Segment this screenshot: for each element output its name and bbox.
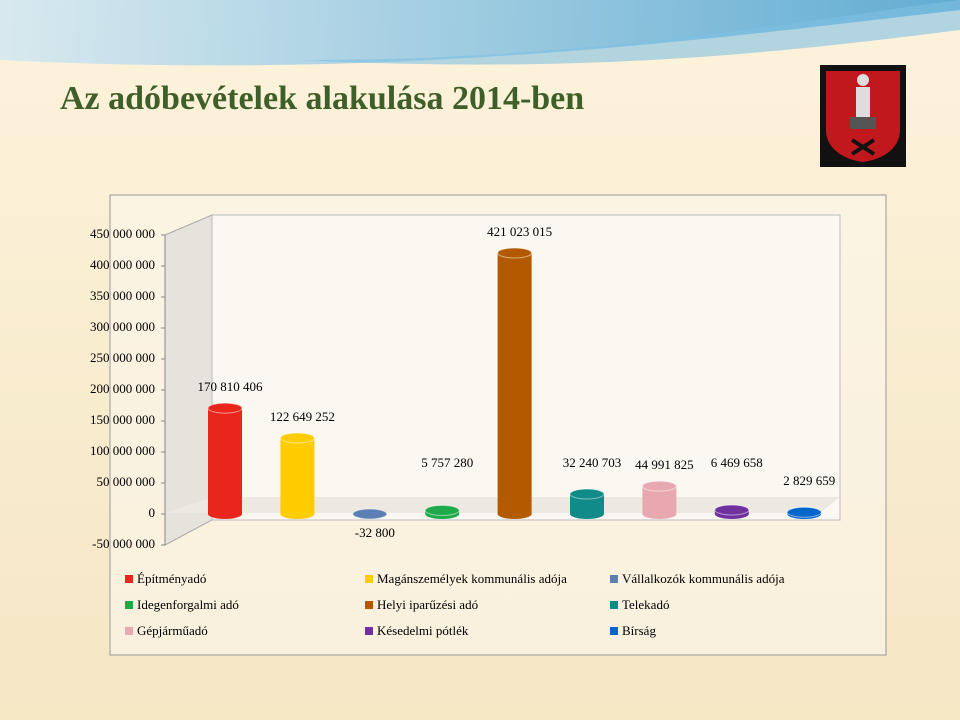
legend-swatch (125, 601, 133, 609)
legend-label: Idegenforgalmi adó (137, 597, 239, 612)
y-tick-label: 400 000 000 (90, 257, 155, 272)
bar-top (424, 504, 460, 516)
legend-label: Késedelmi pótlék (377, 623, 469, 638)
bar (208, 408, 242, 514)
bar-top (641, 480, 677, 492)
legend-swatch (365, 575, 373, 583)
legend-swatch (125, 627, 133, 635)
data-label: 421 023 015 (487, 224, 552, 239)
data-label: 6 469 658 (711, 455, 763, 470)
bar-base (208, 509, 242, 519)
legend-swatch (610, 627, 618, 635)
legend-label: Telekadó (622, 597, 669, 612)
bar-base (570, 509, 604, 519)
legend-label: Vállalkozók kommunális adója (622, 571, 785, 586)
y-tick-label: 150 000 000 (90, 412, 155, 427)
legend-swatch (610, 601, 618, 609)
bar-base (280, 509, 315, 519)
legend-swatch (610, 575, 618, 583)
legend-label: Helyi iparűzési adó (377, 597, 478, 612)
bar-base (642, 509, 677, 519)
legend-swatch (365, 627, 373, 635)
legend-label: Magánszemélyek kommunális adója (377, 571, 567, 586)
y-tick-label: 350 000 000 (90, 288, 155, 303)
data-label: 5 757 280 (421, 455, 473, 470)
data-label: -32 800 (355, 525, 395, 540)
bar-top (569, 488, 605, 500)
data-label: 2 829 659 (783, 473, 835, 488)
legend-swatch (365, 601, 373, 609)
y-tick-label: 300 000 000 (90, 319, 155, 334)
bar-top (279, 432, 315, 444)
bar-top (497, 247, 533, 259)
legend-label: Gépjárműadó (137, 623, 208, 638)
y-tick-label: 0 (149, 505, 156, 520)
bar-base (497, 509, 532, 519)
wave (0, 0, 960, 66)
bar-top (786, 506, 822, 518)
legend-swatch (125, 575, 133, 583)
bar-top (207, 402, 243, 414)
legend-label: Építményadó (137, 571, 206, 586)
data-label: 122 649 252 (270, 409, 335, 424)
legend-label: Bírság (622, 623, 656, 638)
bar-top (352, 508, 388, 520)
data-label: 170 810 406 (198, 379, 264, 394)
y-tick-label: 250 000 000 (90, 350, 155, 365)
y-tick-label: 100 000 000 (90, 443, 155, 458)
bar (497, 252, 532, 514)
bar (280, 437, 315, 514)
wave (300, 0, 960, 65)
data-label: 44 991 825 (635, 457, 694, 472)
bar (570, 494, 604, 514)
data-label: 32 240 703 (563, 455, 622, 470)
bar-top (714, 504, 750, 516)
y-tick-label: 200 000 000 (90, 381, 155, 396)
y-tick-label: 50 000 000 (97, 474, 156, 489)
coat-of-arms (820, 65, 906, 167)
y-tick-label: -50 000 000 (92, 536, 155, 551)
slide-title: Az adóbevételek alakulása 2014-ben (60, 80, 584, 117)
y-tick-label: 450 000 000 (90, 226, 155, 241)
